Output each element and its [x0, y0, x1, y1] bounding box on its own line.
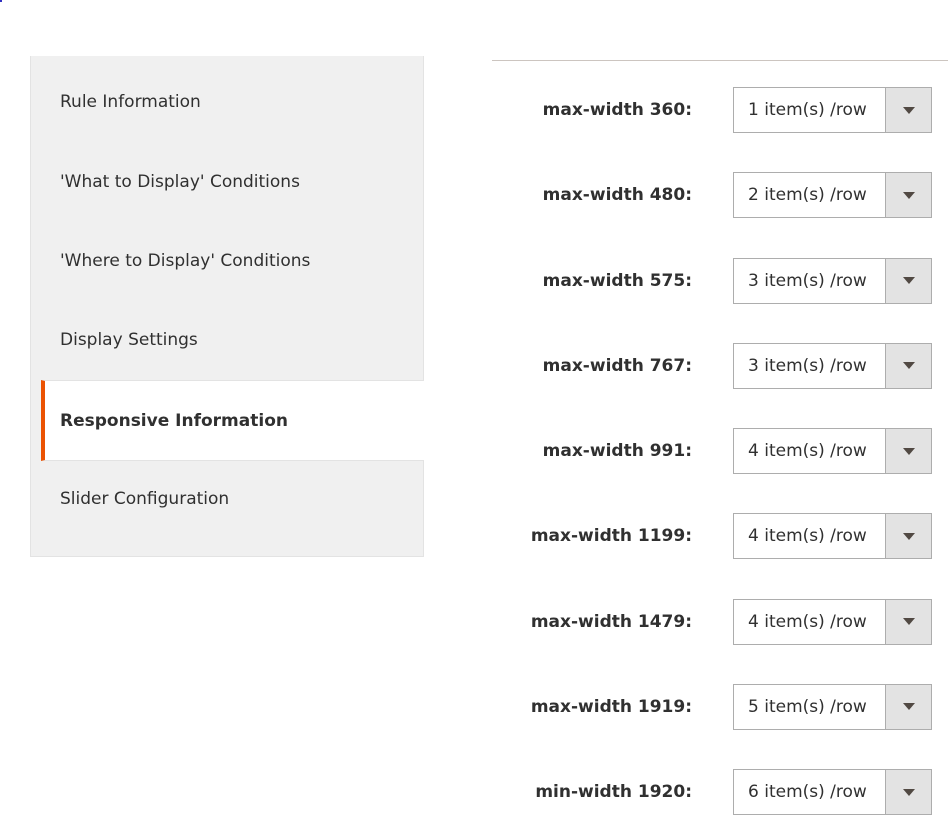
sidebar-item-label: Display Settings — [60, 329, 198, 350]
items-per-row-select[interactable]: 2 item(s) /row — [733, 172, 932, 219]
sidebar-item-label: Slider Configuration — [60, 488, 230, 509]
responsive-row: max-width 480: 2 item(s) /row — [480, 172, 948, 219]
items-per-row-select[interactable]: 3 item(s) /row — [733, 342, 932, 389]
items-per-row-select[interactable]: 4 item(s) /row — [733, 428, 932, 474]
chevron-down-icon — [902, 788, 915, 796]
dropdown-button[interactable] — [885, 770, 931, 814]
responsive-row: max-width 991: 4 item(s) /row — [480, 428, 948, 474]
select-value: 3 item(s) /row — [748, 270, 867, 291]
sidebar-item-label: 'What to Display' Conditions — [60, 171, 300, 192]
breakpoint-label: min-width 1920: — [535, 782, 692, 802]
chevron-down-icon — [902, 618, 915, 625]
sidebar-item-label: Responsive Information — [60, 410, 288, 431]
breakpoint-label: max-width 767: — [542, 355, 692, 376]
select-value: 4 item(s) /row — [748, 611, 867, 632]
responsive-row: max-width 1479: 4 item(s) /row — [480, 598, 948, 645]
corner-dot — [0, 0, 2, 2]
dropdown-button[interactable] — [885, 684, 931, 729]
sidebar-item-label: 'Where to Display' Conditions — [60, 250, 311, 271]
chevron-down-icon — [902, 362, 915, 370]
dropdown-button[interactable] — [885, 88, 931, 132]
items-per-row-select[interactable]: 6 item(s) /row — [733, 769, 932, 815]
items-per-row-select[interactable]: 5 item(s) /row — [733, 683, 932, 730]
responsive-row: max-width 1919: 5 item(s) /row — [480, 683, 948, 730]
chevron-down-icon — [902, 532, 915, 540]
sidebar-item-rule-information[interactable]: Rule Information — [31, 62, 423, 141]
items-per-row-select[interactable]: 4 item(s) /row — [733, 598, 932, 645]
chevron-down-icon — [902, 191, 915, 199]
breakpoint-label: max-width 1479: — [530, 611, 692, 632]
breakpoint-label: max-width 575: — [542, 270, 692, 291]
chevron-down-icon — [902, 106, 915, 114]
sidebar-nav: Rule Information 'What to Display' Condi… — [30, 56, 424, 557]
breakpoint-label: max-width 480: — [542, 185, 692, 206]
select-value: 6 item(s) /row — [748, 782, 867, 802]
dropdown-button[interactable] — [885, 343, 931, 388]
section-divider — [492, 60, 948, 61]
chevron-down-icon — [902, 447, 915, 455]
dropdown-button[interactable] — [885, 514, 931, 559]
breakpoint-label: max-width 1919: — [530, 696, 692, 717]
chevron-down-icon — [902, 277, 915, 284]
select-value: 2 item(s) /row — [748, 185, 867, 206]
breakpoint-label: max-width 360: — [542, 100, 692, 120]
select-value: 5 item(s) /row — [748, 696, 867, 717]
items-per-row-select[interactable]: 3 item(s) /row — [733, 257, 932, 304]
responsive-row: max-width 1199: 4 item(s) /row — [480, 513, 948, 560]
dropdown-button[interactable] — [885, 599, 931, 644]
responsive-row: max-width 360: 1 item(s) /row — [480, 87, 948, 133]
responsive-row: max-width 575: 3 item(s) /row — [480, 257, 948, 304]
sidebar-item-label: Rule Information — [60, 91, 201, 112]
chevron-down-icon — [902, 703, 915, 711]
select-value: 4 item(s) /row — [748, 441, 867, 461]
sidebar-item-display-settings[interactable]: Display Settings — [31, 300, 423, 379]
dropdown-button[interactable] — [885, 173, 931, 218]
dropdown-button[interactable] — [885, 258, 931, 303]
sidebar-item-what-to-display[interactable]: 'What to Display' Conditions — [31, 142, 423, 221]
breakpoint-label: max-width 1199: — [530, 526, 692, 547]
responsive-row: max-width 767: 3 item(s) /row — [480, 342, 948, 389]
responsive-row: min-width 1920: 6 item(s) /row — [480, 769, 948, 815]
select-value: 1 item(s) /row — [748, 100, 867, 120]
items-per-row-select[interactable]: 4 item(s) /row — [733, 513, 932, 560]
sidebar-item-where-to-display[interactable]: 'Where to Display' Conditions — [31, 221, 423, 300]
select-value: 4 item(s) /row — [748, 526, 867, 547]
dropdown-button[interactable] — [885, 429, 931, 473]
breakpoint-label: max-width 991: — [542, 441, 692, 461]
items-per-row-select[interactable]: 1 item(s) /row — [733, 87, 932, 133]
sidebar-item-slider-configuration[interactable]: Slider Configuration — [31, 459, 423, 538]
select-value: 3 item(s) /row — [748, 355, 867, 376]
sidebar-item-responsive-information[interactable]: Responsive Information — [41, 380, 424, 461]
